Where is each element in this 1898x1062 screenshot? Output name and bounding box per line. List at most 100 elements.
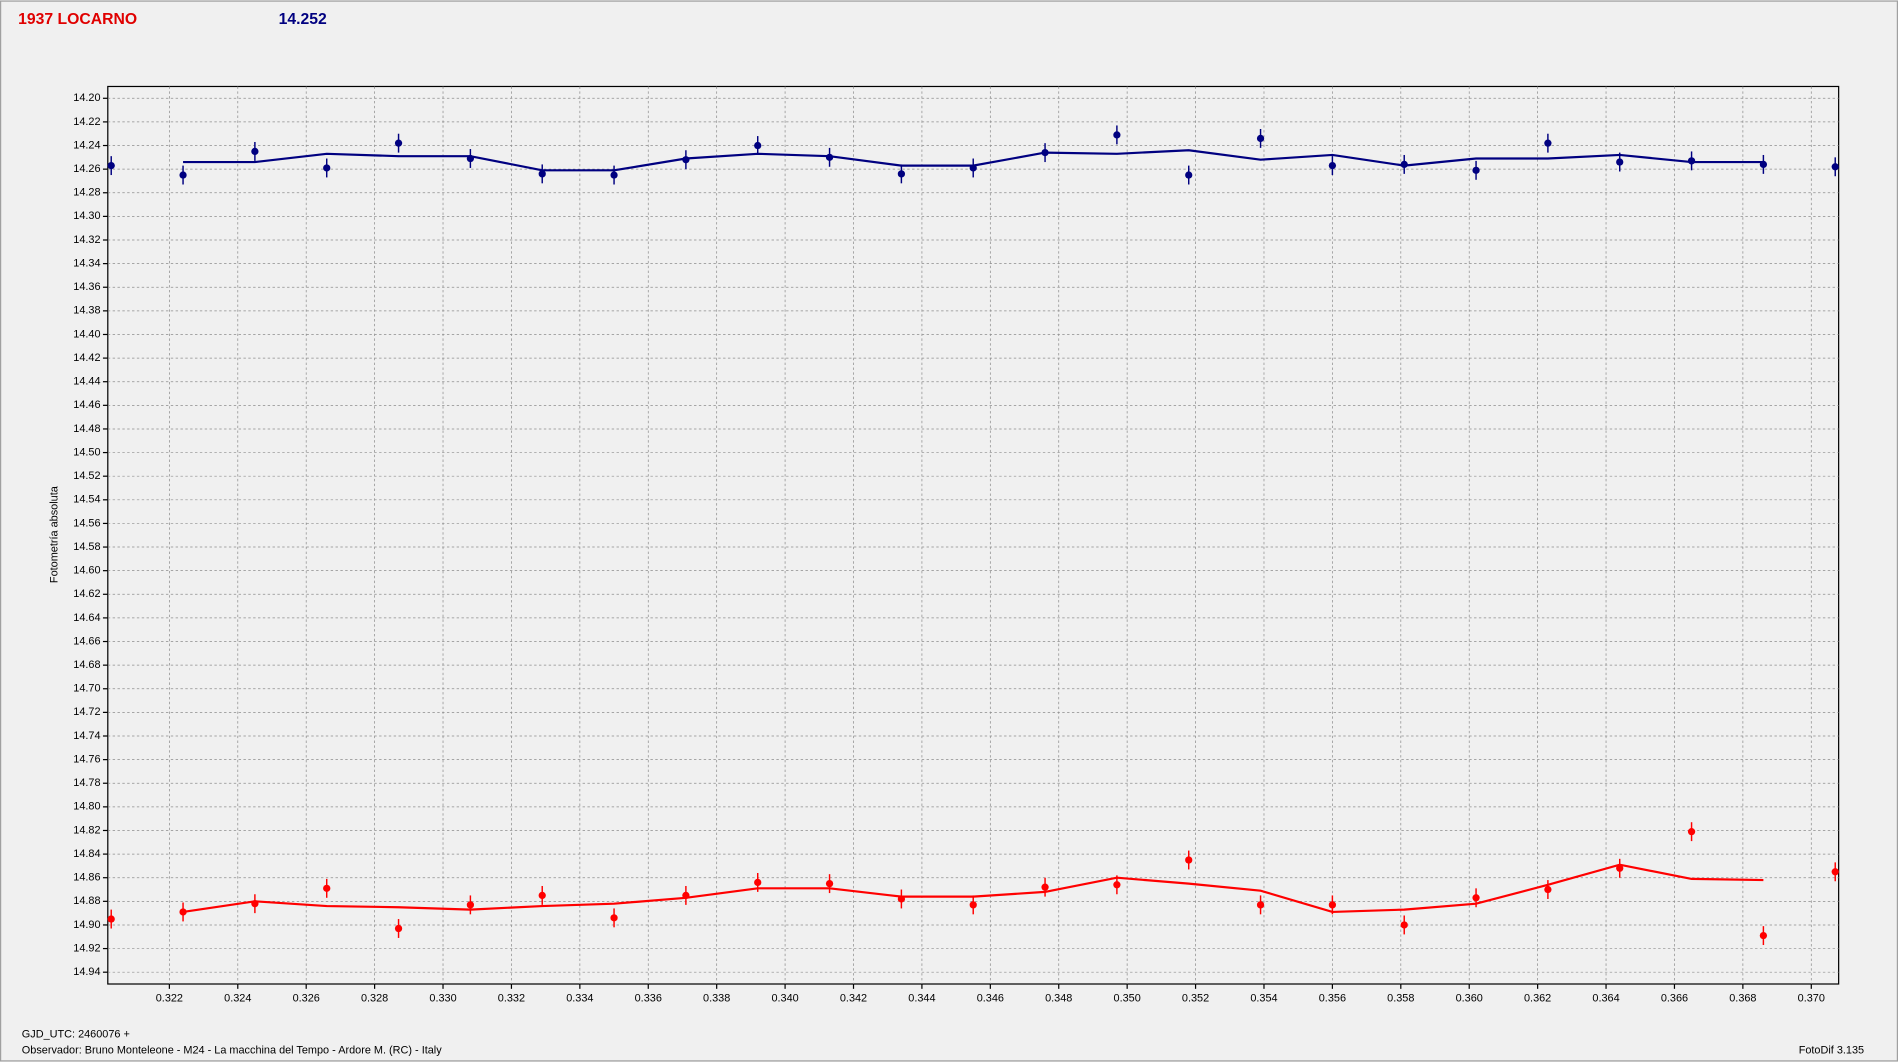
data-point [1400,160,1408,169]
y-tick-label: 14.54 [73,494,100,506]
data-point [1544,139,1552,147]
data-point [179,908,187,916]
y-tick-label: 14.50 [73,446,100,458]
y-tick-label: 14.80 [73,801,100,813]
x-tick-label: 0.366 [1661,992,1688,1004]
data-point [394,924,403,933]
x-tick-label: 0.350 [1114,992,1141,1004]
y-tick-label: 14.52 [73,470,100,482]
y-tick-label: 14.40 [73,328,100,340]
data-point [1185,171,1193,179]
y-tick-label: 14.48 [73,423,100,435]
y-tick-label: 14.74 [73,730,100,742]
data-point [251,147,259,156]
y-tick-label: 14.38 [73,305,100,317]
plot-area [107,85,1840,985]
data-point [1400,921,1408,929]
data-point [825,879,834,888]
y-tick-label: 14.32 [73,234,100,246]
data-point [1544,885,1552,894]
x-tick-label: 0.334 [566,992,593,1004]
data-point [1256,134,1265,143]
data-point [1472,894,1480,902]
software-label: FotoDif 3.135 [1799,1044,1864,1056]
data-point [610,171,618,179]
data-point [394,139,403,147]
footer: Observador: Bruno Monteleone - M24 - La … [22,1044,442,1056]
y-tick-label: 14.30 [73,210,100,222]
data-point [323,884,331,892]
x-tick-label: 0.324 [224,992,251,1004]
data-point [107,915,115,923]
data-point [610,914,618,922]
data-point [754,141,762,150]
chart-subtitle: 14.252 [279,11,327,28]
data-point [1328,161,1337,170]
y-tick-label: 14.64 [73,612,100,624]
x-tick-label: 0.330 [429,992,456,1004]
data-point [1185,856,1193,864]
data-point [1616,158,1624,166]
y-tick-label: 14.20 [73,92,100,104]
data-point [538,170,546,178]
data-point [323,164,331,172]
y-tick-label: 14.46 [73,399,100,411]
y-tick-label: 14.72 [73,706,100,718]
y-tick-label: 14.28 [73,187,100,199]
x-tick-label: 0.362 [1524,992,1551,1004]
data-point [1113,131,1121,139]
data-point [107,161,115,170]
data-point [897,895,906,903]
data-point [1616,864,1624,872]
data-point [969,901,977,909]
y-tick-label: 14.60 [73,565,100,577]
data-point [682,891,690,900]
y-tick-label: 14.70 [73,683,100,695]
y-tick-label: 14.56 [73,517,100,529]
y-tick-label: 14.68 [73,659,100,671]
data-point [179,171,187,179]
y-tick-label: 14.24 [73,139,100,151]
y-tick-label: 14.76 [73,753,100,765]
data-point [538,891,546,900]
x-tick-label: 0.332 [498,992,525,1004]
data-point [1256,901,1265,909]
y-tick-label: 14.36 [73,281,100,293]
data-point [1687,828,1696,836]
y-tick-label: 14.84 [73,848,100,860]
y-tick-label: 14.78 [73,777,100,789]
x-tick-label: 0.328 [361,992,388,1004]
data-point [1328,901,1337,909]
x-tick-label: 0.326 [293,992,320,1004]
x-tick-label: 0.354 [1250,992,1277,1004]
x-tick-label: 0.368 [1729,992,1756,1004]
data-point [1472,166,1480,174]
x-tick-label: 0.352 [1182,992,1209,1004]
y-tick-label: 14.94 [73,966,100,978]
x-note: GJD_UTC: 2460076 + [22,1029,130,1041]
x-tick-label: 0.338 [703,992,730,1004]
x-tick-label: 0.336 [635,992,662,1004]
x-tick-label: 0.364 [1592,992,1619,1004]
y-tick-label: 14.42 [73,352,100,364]
y-tick-label: 14.86 [73,872,100,884]
x-tick-label: 0.358 [1387,992,1414,1004]
x-tick-label: 0.356 [1319,992,1346,1004]
data-point [825,153,834,161]
x-tick-label: 0.340 [771,992,798,1004]
data-point [1041,883,1049,891]
chart-title: 1937 LOCARNO [18,11,137,28]
x-tick-label: 0.322 [156,992,183,1004]
data-point [969,164,977,172]
data-point [466,154,475,163]
y-tick-label: 14.34 [73,257,100,269]
y-tick-label: 14.90 [73,919,100,931]
y-tick-label: 14.92 [73,942,100,954]
data-point [1831,163,1839,171]
data-point [1759,160,1768,169]
x-tick-label: 0.342 [840,992,867,1004]
data-point [251,900,259,908]
x-tick-label: 0.346 [977,992,1004,1004]
data-point [466,901,475,909]
